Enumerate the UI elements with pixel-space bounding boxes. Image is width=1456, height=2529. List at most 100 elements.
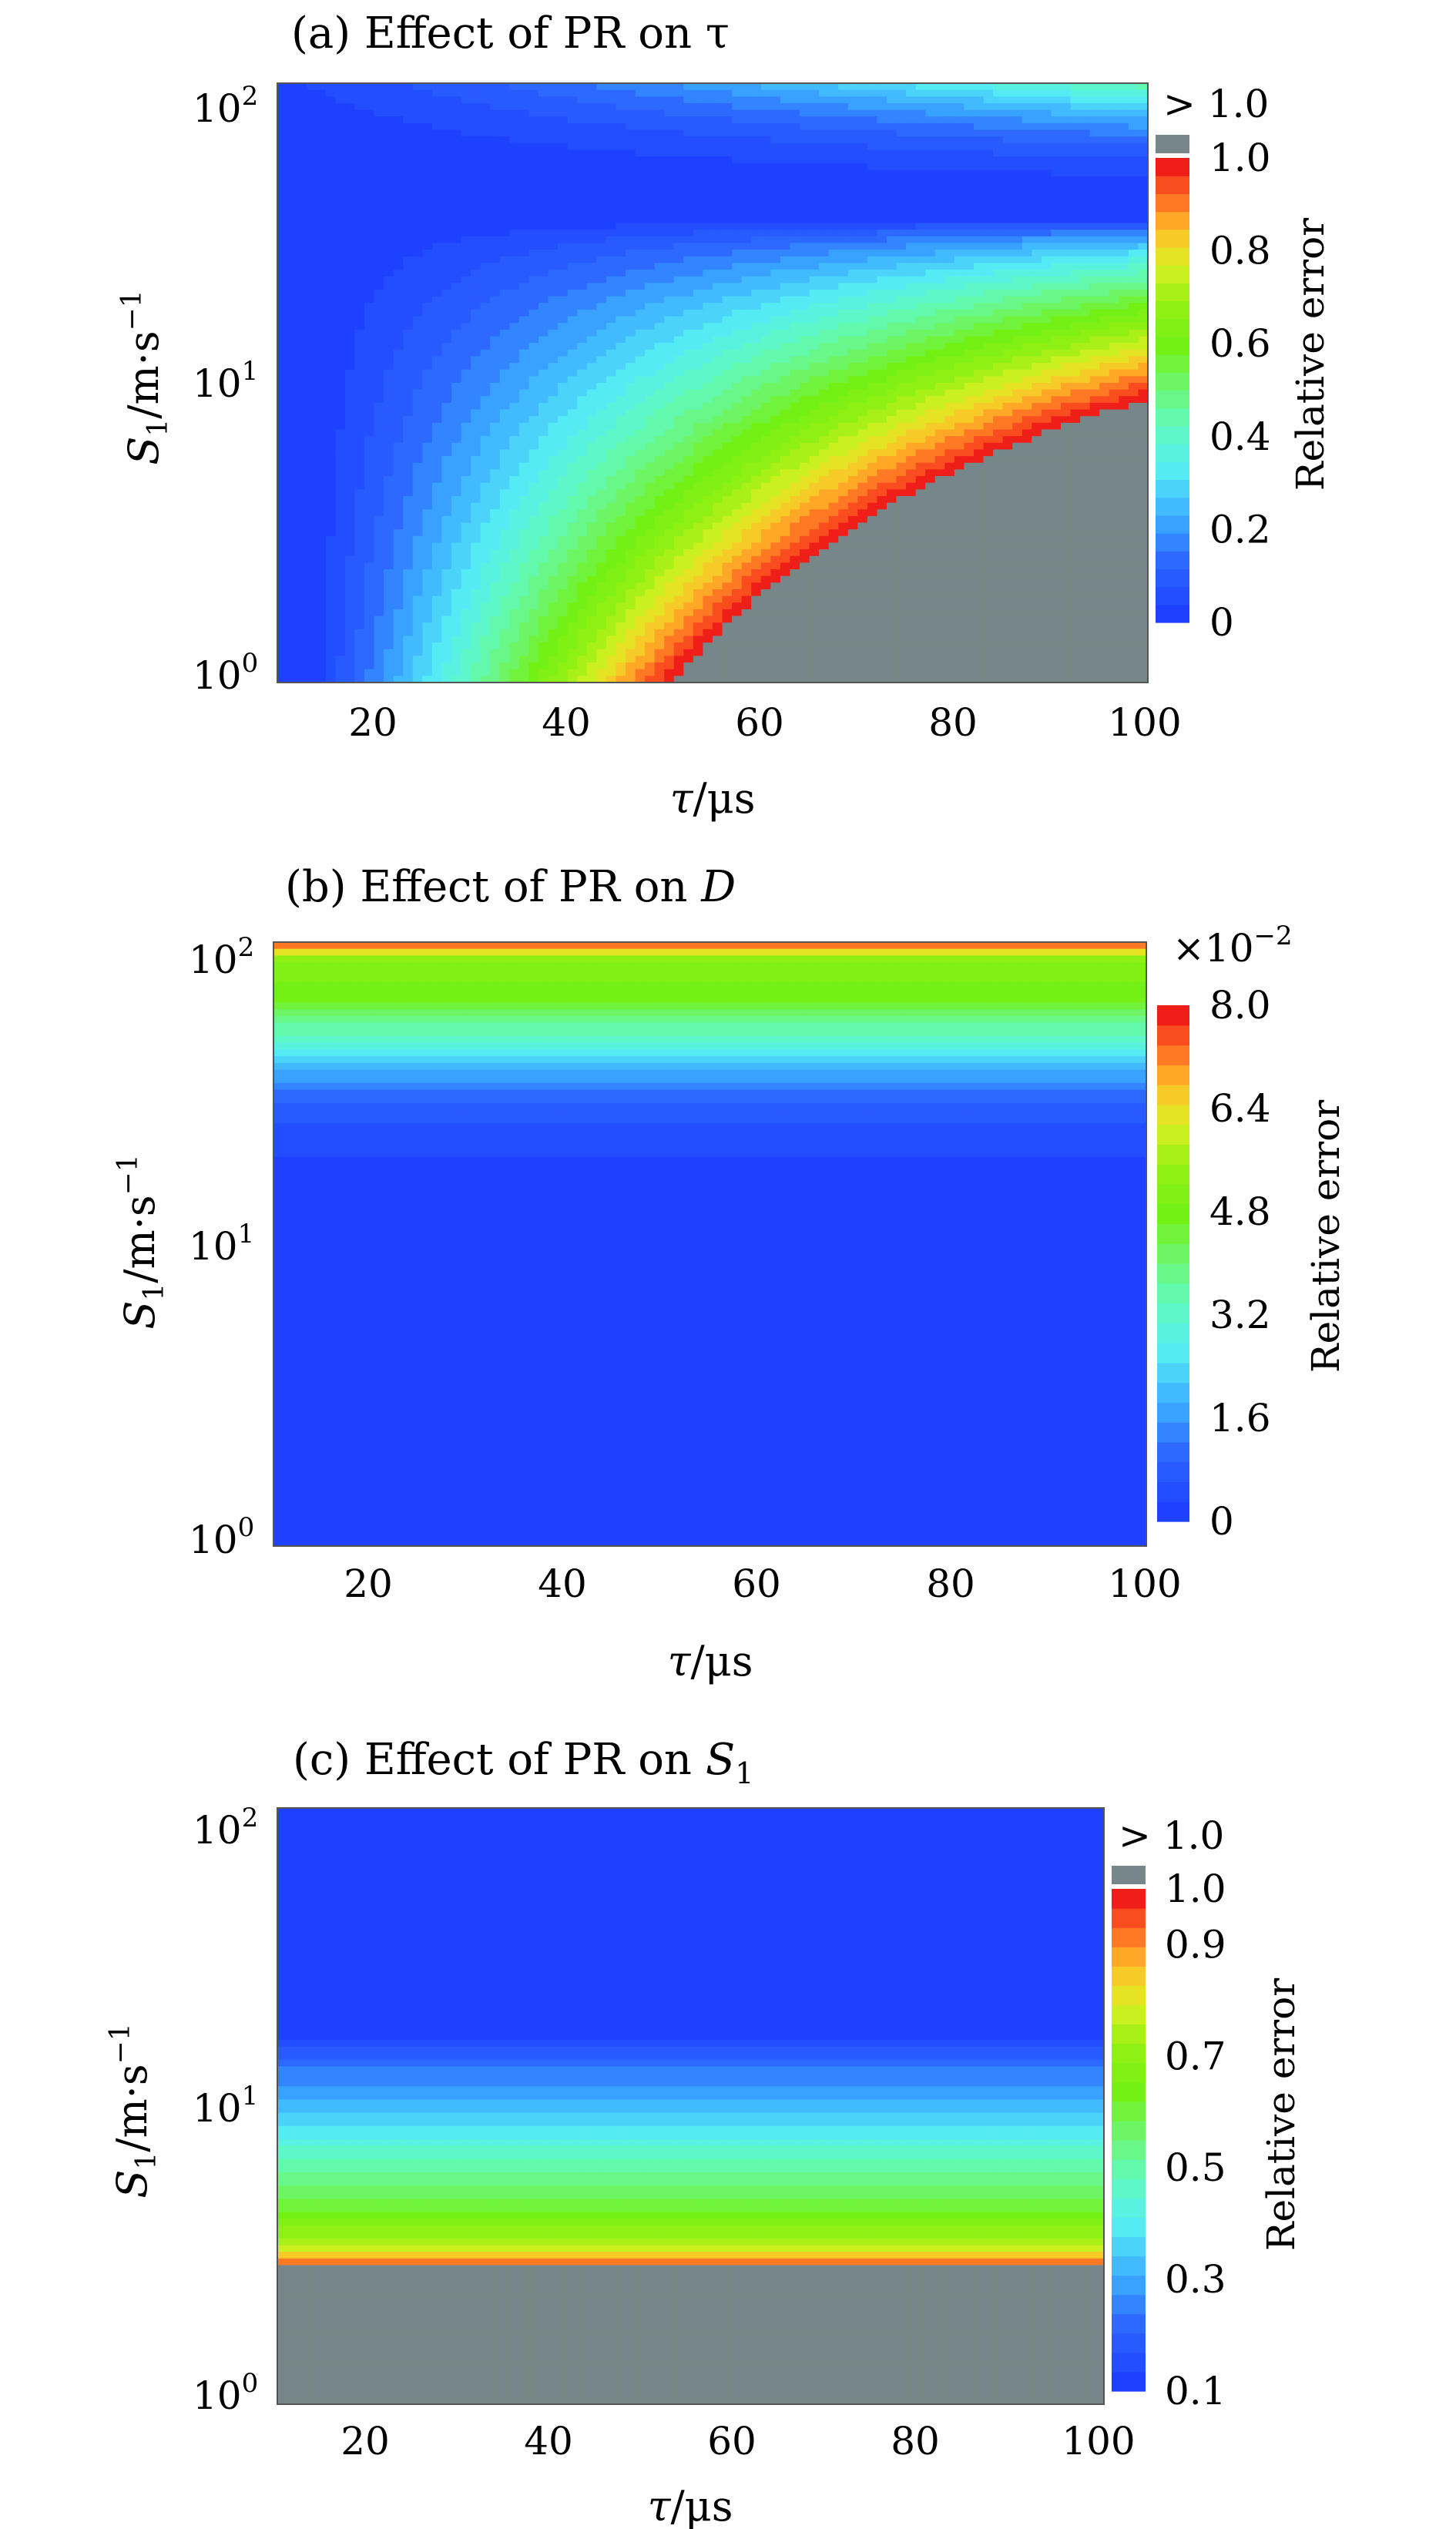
heatmap-cell xyxy=(306,283,317,290)
heatmap-cell xyxy=(626,163,636,170)
heatmap-cell xyxy=(944,416,955,424)
heatmap-cell xyxy=(335,122,346,131)
heatmap-cell xyxy=(877,183,887,190)
heatmap-cell xyxy=(451,210,462,217)
heatmap-cell xyxy=(983,356,994,364)
heatmap-cell xyxy=(354,376,365,384)
heatmap-cell xyxy=(790,263,800,270)
heatmap-cell xyxy=(548,136,559,144)
heatmap-cell xyxy=(790,422,800,431)
heatmap-cell xyxy=(528,203,539,210)
heatmap-cell xyxy=(480,169,491,177)
heatmap-cell xyxy=(751,309,762,317)
heatmap-cell xyxy=(461,402,471,411)
heatmap-cell xyxy=(325,89,336,97)
heatmap-cell xyxy=(1099,122,1110,131)
heatmap-cell xyxy=(770,102,781,111)
heatmap-cell xyxy=(1099,183,1110,190)
heatmap-cell xyxy=(1080,196,1091,204)
heatmap-cell xyxy=(828,203,839,210)
heatmap-cell xyxy=(1012,343,1023,351)
heatmap-cell xyxy=(287,309,297,317)
heatmap-cell xyxy=(1051,83,1062,91)
heatmap-cell xyxy=(964,96,975,104)
heatmap-cell xyxy=(847,436,858,444)
heatmap-cell xyxy=(673,416,684,424)
heatmap-cell xyxy=(393,196,404,204)
heatmap-cell xyxy=(471,143,481,151)
heatmap-cell xyxy=(518,136,530,144)
heatmap-cell xyxy=(393,136,404,144)
heatmap-cell xyxy=(713,270,723,277)
heatmap-cell xyxy=(558,289,569,297)
heatmap-cell xyxy=(441,169,452,177)
heatmap-cell xyxy=(1041,416,1052,424)
heatmap-cell xyxy=(364,276,375,283)
heatmap-cell xyxy=(499,309,510,317)
heatmap-cell xyxy=(1070,369,1081,377)
heatmap-cell xyxy=(277,363,288,371)
heatmap-cell xyxy=(857,169,868,177)
heatmap-cell xyxy=(693,256,704,263)
heatmap-cell xyxy=(499,156,510,164)
heatmap-cell xyxy=(954,243,965,250)
heatmap-cell xyxy=(703,102,713,111)
heatmap-cell xyxy=(297,176,307,184)
heatmap-cell xyxy=(925,303,936,310)
heatmap-cell xyxy=(393,376,404,384)
heatmap-cell xyxy=(645,109,656,117)
heatmap-cell xyxy=(867,402,878,411)
heatmap-cell xyxy=(335,289,346,297)
heatmap-cell xyxy=(1089,283,1100,290)
heatmap-cell xyxy=(1051,283,1062,290)
heatmap-cell xyxy=(896,102,907,111)
heatmap-cell xyxy=(760,383,771,391)
heatmap-cell xyxy=(393,163,404,170)
heatmap-cell xyxy=(741,429,752,437)
heatmap-cell xyxy=(964,329,975,337)
heatmap-cell xyxy=(316,256,327,263)
heatmap-cell xyxy=(887,402,897,411)
heatmap-cell xyxy=(374,89,384,97)
heatmap-cell xyxy=(538,329,549,337)
heatmap-cell xyxy=(451,296,462,304)
heatmap-cell xyxy=(906,363,917,371)
heatmap-cell xyxy=(703,329,713,337)
heatmap-cell xyxy=(713,309,723,317)
heatmap-cell xyxy=(819,276,830,283)
heatmap-cell xyxy=(471,116,481,124)
heatmap-cell xyxy=(713,230,723,237)
heatmap-cell xyxy=(277,190,288,197)
heatmap-cell xyxy=(664,276,675,283)
heatmap-cell xyxy=(431,129,443,137)
heatmap-cell xyxy=(828,303,839,310)
heatmap-cell xyxy=(703,270,713,277)
heatmap-cell xyxy=(1022,436,1032,444)
heatmap-cell xyxy=(1022,156,1032,164)
heatmap-cell xyxy=(393,83,404,91)
heatmap-cell xyxy=(384,203,394,210)
heatmap-cell xyxy=(277,96,288,104)
heatmap-cell xyxy=(741,96,752,104)
heatmap-cell xyxy=(732,283,743,290)
heatmap-cell xyxy=(616,196,626,204)
heatmap-cell xyxy=(896,396,907,404)
heatmap-cell xyxy=(934,442,945,451)
heatmap-cell xyxy=(364,436,375,444)
heatmap-cell xyxy=(1002,376,1013,384)
heatmap-cell xyxy=(586,356,597,364)
heatmap-cell xyxy=(1138,309,1149,317)
heatmap-cell xyxy=(277,163,288,170)
heatmap-cell xyxy=(1089,236,1100,244)
heatmap-cell xyxy=(906,156,917,164)
heatmap-cell xyxy=(915,309,926,317)
heatmap-cell xyxy=(577,196,588,204)
heatmap-cell xyxy=(819,263,830,270)
heatmap-cell xyxy=(770,203,781,210)
heatmap-cell xyxy=(751,436,762,444)
heatmap-cell xyxy=(354,89,365,97)
heatmap-cell xyxy=(335,129,346,137)
heatmap-cell xyxy=(1099,283,1110,290)
heatmap-cell xyxy=(393,109,404,117)
heatmap-cell xyxy=(277,223,288,230)
